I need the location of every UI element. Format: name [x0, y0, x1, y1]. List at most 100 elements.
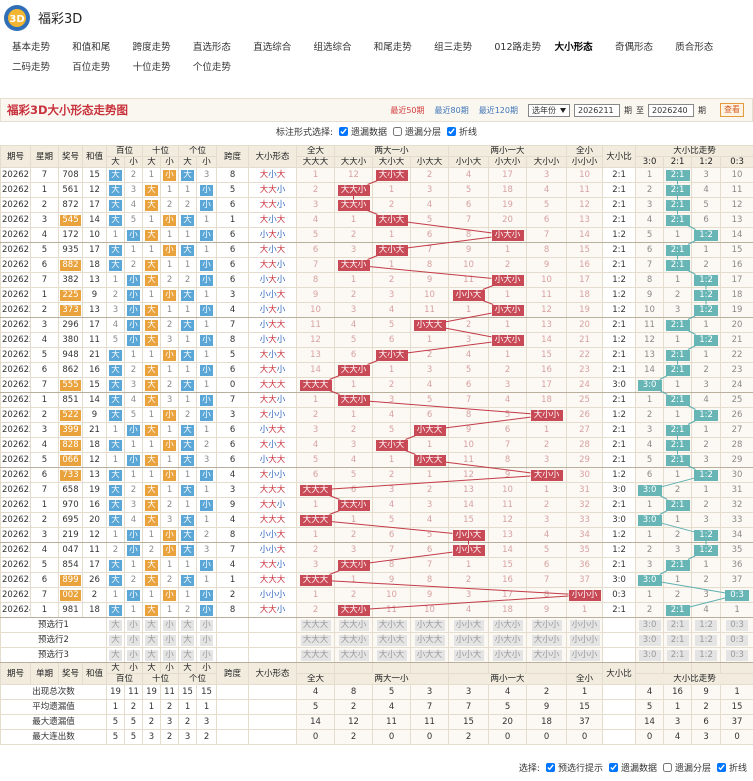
shape: 大小大	[260, 350, 286, 360]
span: 6	[216, 272, 250, 288]
ratio-hit-cell: 2:1	[663, 317, 693, 333]
shape-char: 小	[276, 199, 286, 210]
from-input[interactable]: 2026211	[574, 103, 620, 117]
preview-chip-cell: 1:2	[691, 617, 722, 633]
digit-hit-cell: 小	[196, 467, 218, 483]
digit-hit-cell: 小	[123, 542, 144, 558]
shape: 大大小	[260, 560, 286, 570]
nav-link[interactable]: 个位走势	[192, 62, 231, 73]
nav-link[interactable]: 组选综合	[313, 42, 352, 53]
shape-char: 大	[259, 604, 269, 615]
digit-hit: 小	[200, 469, 213, 481]
shape-omission: 1	[296, 587, 336, 603]
nav-link[interactable]: 二码走势	[12, 62, 51, 73]
option[interactable]: 遗漏数据	[339, 127, 387, 138]
shape-omission: 16	[526, 362, 568, 378]
period: 2026214	[0, 212, 31, 228]
nav-link[interactable]: 和尾走势	[373, 42, 412, 53]
data-row: 2026217688218大2大11小6大大小7大大小181029162:172…	[0, 257, 753, 273]
preview-chip-cell: 小	[160, 632, 180, 648]
nav-link[interactable]: 奇偶形态	[614, 42, 653, 53]
nav-link[interactable]: 大小形态	[554, 42, 593, 53]
range-link[interactable]: 最近120期	[478, 105, 518, 115]
option[interactable]: 预选行提示	[545, 763, 603, 774]
range-link[interactable]: 最近80期	[434, 105, 469, 115]
number: 172	[58, 227, 83, 243]
nav-link[interactable]: 直选综合	[253, 42, 292, 53]
nav-link[interactable]: 012路走势	[494, 42, 542, 53]
preview-chip: 3:0	[638, 634, 661, 646]
preview-chip-cell: 小大小	[488, 647, 528, 663]
digit-hit-cell: 大	[106, 167, 125, 183]
option-text: 遗漏数据	[620, 764, 657, 774]
checkbox[interactable]	[447, 127, 457, 136]
shape-omission: 2	[296, 542, 336, 558]
nav-link[interactable]: 组三走势	[434, 42, 473, 53]
weekday: 1	[30, 392, 59, 408]
digit-hit: 大	[145, 304, 158, 316]
ratio-omission: 2	[635, 407, 665, 423]
sum: 2	[82, 587, 107, 603]
shape-omission: 4	[410, 512, 450, 528]
range-link[interactable]: 最近50期	[390, 105, 425, 115]
option[interactable]: 遗漏分层	[393, 127, 441, 138]
ratio: 1:2	[602, 227, 637, 243]
digit-omission: 3	[106, 302, 125, 318]
digit-hit: 大	[145, 229, 158, 241]
year-select[interactable]: 选年份	[528, 103, 570, 117]
nav-link[interactable]: 质合形态	[675, 42, 714, 53]
shape-omission: 1	[566, 602, 604, 618]
nav-link[interactable]: 直选形态	[192, 42, 231, 53]
digit-hit: 大	[181, 214, 194, 226]
checkbox[interactable]	[339, 127, 348, 136]
col-head: 十位	[142, 673, 180, 685]
stat-value: 12	[334, 714, 374, 730]
checkbox[interactable]	[393, 127, 403, 136]
option[interactable]: 遗漏分层	[662, 763, 711, 774]
shape-omission: 6	[526, 557, 568, 573]
shape-omission: 13	[448, 482, 490, 498]
col-head: 大小比	[602, 145, 637, 168]
span: 4	[216, 467, 250, 483]
nav-link[interactable]: 百位走势	[72, 62, 111, 73]
shape-omission: 10	[410, 287, 450, 303]
checkbox[interactable]	[662, 763, 672, 772]
shape: 大大大	[260, 515, 286, 525]
data-row: 2026212156112大3大11小5大大小2大大小135184112:122…	[0, 182, 753, 198]
option[interactable]: 遗漏数据	[608, 763, 657, 774]
digit-omission: 1	[106, 422, 125, 438]
option[interactable]: 折线	[716, 763, 747, 774]
ratio-omission: 3	[691, 587, 722, 603]
checkbox[interactable]	[608, 763, 618, 772]
ratio: 1:2	[602, 302, 637, 318]
shape-omission: 12	[448, 467, 490, 483]
site-title: 福彩3D	[38, 12, 83, 27]
digit-omission: 2	[160, 197, 180, 213]
nav-link[interactable]: 基本走势	[12, 42, 51, 53]
nav-link[interactable]: 十位走势	[132, 62, 171, 73]
digit-hit: 小	[163, 544, 176, 556]
digit-hit-cell: 大	[142, 257, 162, 273]
checkbox[interactable]	[545, 763, 555, 772]
data-row: 2026240198118大1大12小8大大小2大大小1110418912:12…	[0, 602, 753, 618]
data-row: 20262187382131小大22小6小大小812911小大小10171:28…	[0, 272, 753, 288]
shape-cell: 小小大	[248, 542, 298, 558]
shape-omission: 2	[488, 257, 528, 273]
digit-hit: 大	[181, 574, 194, 586]
preview-chip-cell: 小大小	[488, 617, 528, 633]
digit-omission: 2	[178, 272, 198, 288]
preview-chip: 小大小	[492, 649, 523, 661]
option[interactable]: 折线	[447, 127, 477, 138]
to-input[interactable]: 2026240	[648, 103, 694, 117]
shape-omission: 6	[488, 422, 528, 438]
ratio-omission: 10	[720, 167, 753, 183]
nav-link[interactable]: 和值和尾	[72, 42, 111, 53]
stat-value: 3	[178, 729, 198, 745]
shape-char: 小	[276, 559, 286, 570]
nav-link[interactable]: 跨度走势	[132, 42, 171, 53]
span: 6	[216, 257, 250, 273]
shape-omission: 34	[566, 527, 604, 543]
view-button[interactable]: 查看	[720, 103, 744, 117]
stat-value: 1	[142, 699, 162, 715]
checkbox[interactable]	[716, 763, 726, 772]
